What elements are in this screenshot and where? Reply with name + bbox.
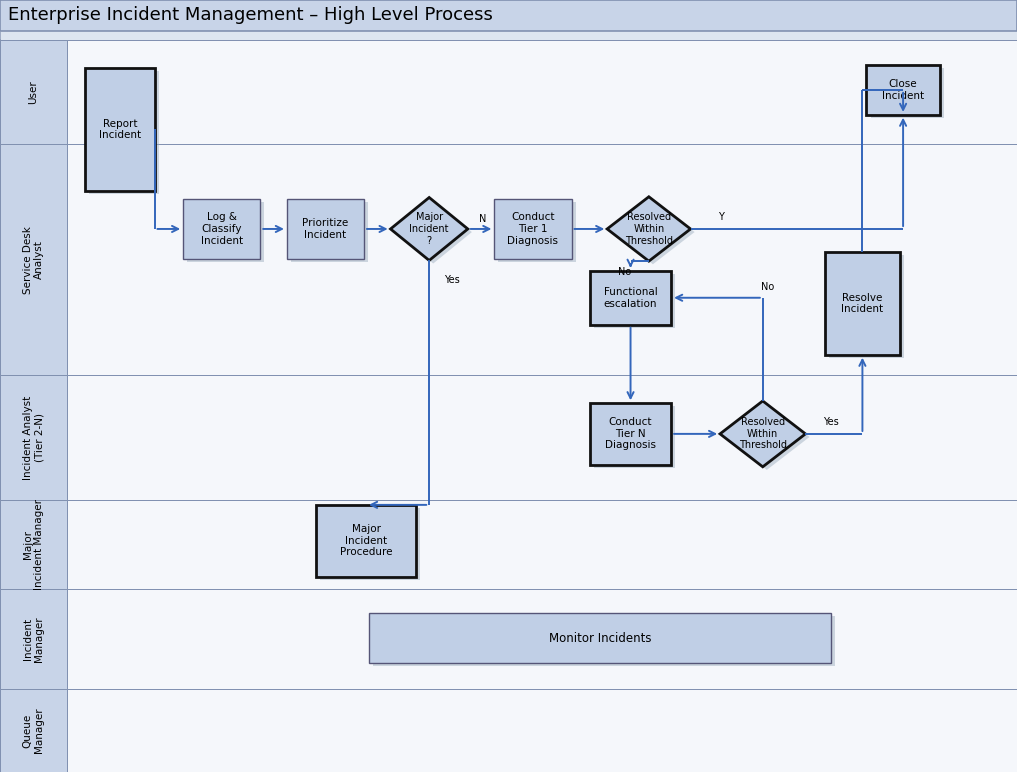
Text: Y: Y [718,212,724,222]
Text: Queue
Manager: Queue Manager [22,708,45,753]
FancyBboxPatch shape [0,40,1017,772]
FancyBboxPatch shape [0,40,67,144]
Polygon shape [724,404,810,470]
Text: Incident
Manager: Incident Manager [22,616,45,662]
FancyBboxPatch shape [183,199,260,259]
Polygon shape [395,201,472,263]
Polygon shape [720,401,805,467]
Text: Resolved
Within
Threshold: Resolved Within Threshold [738,418,787,451]
FancyBboxPatch shape [825,252,900,355]
FancyBboxPatch shape [287,199,364,259]
Text: Enterprise Incident Management – High Level Process: Enterprise Incident Management – High Le… [8,6,493,25]
Text: Major
Incident Manager: Major Incident Manager [22,499,45,590]
FancyBboxPatch shape [369,613,831,663]
Text: Service Desk
Analyst: Service Desk Analyst [22,225,45,293]
FancyBboxPatch shape [373,616,835,666]
Text: Log &
Classify
Incident: Log & Classify Incident [200,212,243,245]
Text: Conduct
Tier 1
Diagnosis: Conduct Tier 1 Diagnosis [507,212,558,245]
Text: Functional
escalation: Functional escalation [604,287,657,309]
Text: Monitor Incidents: Monitor Incidents [549,631,651,645]
Text: User: User [28,80,39,104]
Text: No: No [617,267,632,277]
Text: Incident Analyst
(Tier 2-N): Incident Analyst (Tier 2-N) [22,395,45,479]
Text: Yes: Yes [443,275,460,285]
FancyBboxPatch shape [67,375,1017,499]
FancyBboxPatch shape [590,403,671,465]
Text: Close
Incident: Close Incident [882,79,924,100]
FancyBboxPatch shape [0,31,1017,40]
FancyBboxPatch shape [498,202,576,262]
Text: Report
Incident: Report Incident [99,119,141,141]
Text: N: N [479,214,487,224]
FancyBboxPatch shape [871,68,944,118]
FancyBboxPatch shape [291,202,368,262]
FancyBboxPatch shape [829,256,904,358]
FancyBboxPatch shape [67,144,1017,375]
Text: Resolve
Incident: Resolve Incident [841,293,884,314]
Text: Resolved
Within
Threshold: Resolved Within Threshold [624,212,673,245]
FancyBboxPatch shape [67,689,1017,772]
FancyBboxPatch shape [320,508,420,580]
Text: No: No [761,282,775,292]
FancyBboxPatch shape [0,499,67,589]
FancyBboxPatch shape [67,589,1017,689]
FancyBboxPatch shape [187,202,264,262]
Text: Conduct
Tier N
Diagnosis: Conduct Tier N Diagnosis [605,418,656,451]
FancyBboxPatch shape [316,505,416,577]
FancyBboxPatch shape [0,589,67,689]
FancyBboxPatch shape [0,0,1017,31]
FancyBboxPatch shape [0,689,67,772]
Polygon shape [607,197,691,261]
Text: Yes: Yes [823,418,839,428]
FancyBboxPatch shape [866,65,940,115]
FancyBboxPatch shape [494,199,572,259]
FancyBboxPatch shape [590,271,671,325]
FancyBboxPatch shape [67,40,1017,144]
FancyBboxPatch shape [85,68,155,191]
FancyBboxPatch shape [594,274,675,328]
FancyBboxPatch shape [594,406,675,468]
Polygon shape [391,198,468,260]
Text: Major
Incident
?: Major Incident ? [410,212,448,245]
Text: Major
Incident
Procedure: Major Incident Procedure [340,524,393,557]
FancyBboxPatch shape [0,375,67,499]
Polygon shape [611,200,695,264]
FancyBboxPatch shape [0,144,67,375]
FancyBboxPatch shape [67,499,1017,589]
FancyBboxPatch shape [89,71,159,194]
Text: Prioritize
Incident: Prioritize Incident [302,218,349,240]
